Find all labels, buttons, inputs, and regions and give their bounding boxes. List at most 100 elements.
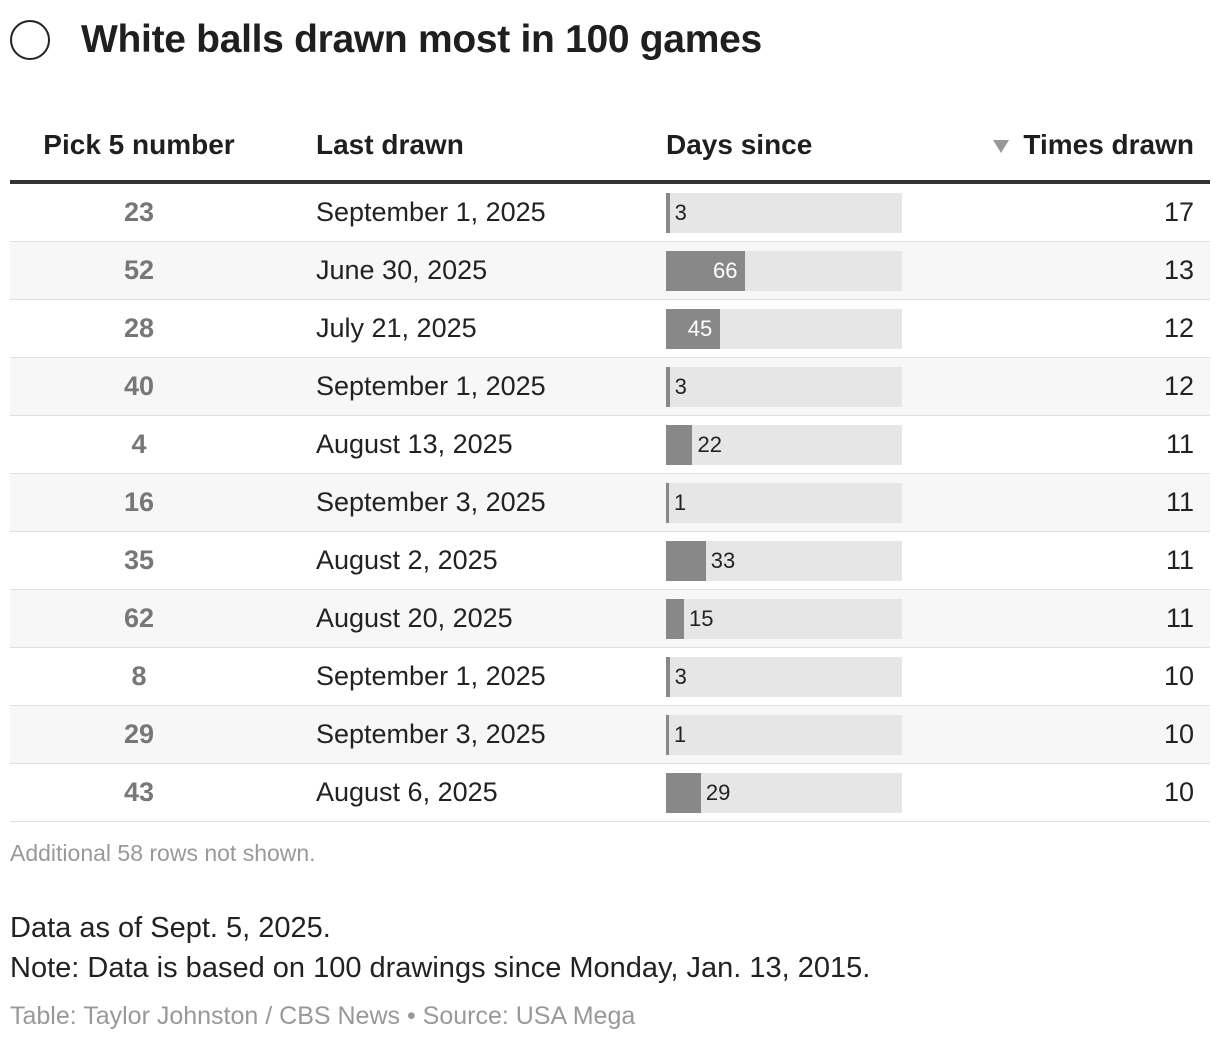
days-since-cell: 1 [666, 473, 906, 532]
days-since-cell: 3 [666, 647, 906, 706]
days-since-bar-track: 66 [666, 250, 902, 291]
days-since-bar [666, 540, 706, 581]
days-since-bar-track: 29 [666, 772, 902, 813]
times-drawn-cell: 13 [906, 241, 1210, 300]
header: White balls drawn most in 100 games [10, 10, 762, 70]
days-since-label: 45 [687, 315, 713, 341]
last-drawn-cell: August 20, 2025 [268, 589, 666, 648]
days-since-cell: 22 [666, 415, 906, 474]
column-header-times-drawn[interactable]: Times drawn [906, 110, 1210, 184]
times-drawn-cell: 12 [906, 299, 1210, 358]
last-drawn-cell: July 21, 2025 [268, 299, 666, 358]
pick-number-cell: 52 [10, 241, 268, 300]
days-since-cell: 33 [666, 531, 906, 590]
pick-number-cell: 29 [10, 705, 268, 764]
times-drawn-cell: 11 [906, 415, 1210, 474]
times-drawn-cell: 11 [906, 531, 1210, 590]
days-since-label: 1 [674, 721, 687, 747]
pick-number-cell: 4 [10, 415, 268, 474]
last-drawn-cell: June 30, 2025 [268, 241, 666, 300]
days-since-bar-track: 3 [666, 656, 902, 697]
last-drawn-cell: August 13, 2025 [268, 415, 666, 474]
last-drawn-cell: September 1, 2025 [268, 357, 666, 416]
days-since-bar-track: 15 [666, 598, 902, 639]
times-drawn-cell: 10 [906, 647, 1210, 706]
days-since-cell: 45 [666, 299, 906, 358]
days-since-bar-track: 3 [666, 192, 902, 233]
table-row: 52 June 30, 2025 66 13 [10, 241, 1210, 300]
data-basis-note: Note: Data is based on 100 drawings sinc… [10, 952, 871, 984]
sort-descending-icon [993, 140, 1010, 154]
table-row: 4 August 13, 2025 22 11 [10, 415, 1210, 474]
days-since-bar [666, 772, 701, 813]
days-since-bar-track: 3 [666, 366, 902, 407]
days-since-bar [666, 308, 721, 349]
days-since-bar [666, 250, 746, 291]
table-header-row: Pick 5 number Last drawn Days since Time… [10, 110, 1210, 184]
column-header-last-drawn[interactable]: Last drawn [268, 110, 666, 184]
days-since-bar [666, 656, 670, 697]
column-header-pick[interactable]: Pick 5 number [10, 110, 268, 184]
last-drawn-cell: August 2, 2025 [268, 531, 666, 590]
credit-line: Table: Taylor Johnston / CBS News • Sour… [10, 1002, 636, 1030]
table-row: 62 August 20, 2025 15 11 [10, 589, 1210, 648]
pick-number-cell: 23 [10, 182, 268, 242]
table-row: 29 September 3, 2025 1 10 [10, 705, 1210, 764]
days-since-label: 3 [674, 199, 687, 225]
days-since-cell: 3 [666, 357, 906, 416]
page-title: White balls drawn most in 100 games [81, 18, 762, 61]
pick-number-cell: 8 [10, 647, 268, 706]
table-row: 35 August 2, 2025 33 11 [10, 531, 1210, 590]
pick-number-cell: 62 [10, 589, 268, 648]
table-row: 28 July 21, 2025 45 12 [10, 299, 1210, 358]
table-body: 23 September 1, 2025 3 17 52 June 30, 2025 66 1… [10, 182, 1210, 822]
last-drawn-cell: September 3, 2025 [268, 705, 666, 764]
days-since-cell: 1 [666, 705, 906, 764]
last-drawn-cell: August 6, 2025 [268, 763, 666, 822]
data-date-note: Data as of Sept. 5, 2025. [10, 912, 331, 944]
days-since-label: 22 [697, 431, 722, 457]
days-since-label: 3 [674, 373, 687, 399]
table-row: 40 September 1, 2025 3 12 [10, 357, 1210, 416]
column-header-times-drawn-label: Times drawn [1023, 129, 1194, 160]
days-since-bar-track: 1 [666, 714, 902, 755]
days-since-bar-track: 33 [666, 540, 902, 581]
days-since-bar-track: 22 [666, 424, 902, 465]
rows-not-shown-note: Additional 58 rows not shown. [10, 840, 316, 866]
days-since-label: 29 [705, 779, 731, 805]
days-since-label: 3 [674, 663, 687, 689]
times-drawn-cell: 10 [906, 763, 1210, 822]
times-drawn-cell: 10 [906, 705, 1210, 764]
days-since-cell: 15 [666, 589, 906, 648]
days-since-bar [666, 482, 669, 523]
days-since-label: 33 [710, 547, 736, 573]
days-since-bar [666, 598, 685, 639]
pick-number-cell: 35 [10, 531, 268, 590]
circle-icon [10, 20, 50, 60]
table-row: 16 September 3, 2025 1 11 [10, 473, 1210, 532]
last-drawn-cell: September 3, 2025 [268, 473, 666, 532]
pick-number-cell: 28 [10, 299, 268, 358]
days-since-label: 1 [674, 489, 687, 515]
days-since-cell: 3 [666, 182, 906, 242]
days-since-bar [666, 366, 670, 407]
days-since-cell: 29 [666, 763, 906, 822]
days-since-bar-track: 45 [666, 308, 902, 349]
table-row: 8 September 1, 2025 3 10 [10, 647, 1210, 706]
pick-number-cell: 43 [10, 763, 268, 822]
times-drawn-cell: 11 [906, 473, 1210, 532]
table-row: 23 September 1, 2025 3 17 [10, 182, 1210, 242]
days-since-bar [666, 714, 669, 755]
days-since-bar-track: 1 [666, 482, 902, 523]
pick-number-cell: 40 [10, 357, 268, 416]
days-since-bar [666, 424, 693, 465]
times-drawn-cell: 11 [906, 589, 1210, 648]
data-table: Pick 5 number Last drawn Days since Time… [10, 110, 1210, 822]
last-drawn-cell: September 1, 2025 [268, 182, 666, 242]
pick-number-cell: 16 [10, 473, 268, 532]
last-drawn-cell: September 1, 2025 [268, 647, 666, 706]
column-header-days-since[interactable]: Days since [666, 110, 906, 184]
days-since-cell: 66 [666, 241, 906, 300]
times-drawn-cell: 17 [906, 182, 1210, 242]
days-since-label: 66 [713, 257, 738, 283]
